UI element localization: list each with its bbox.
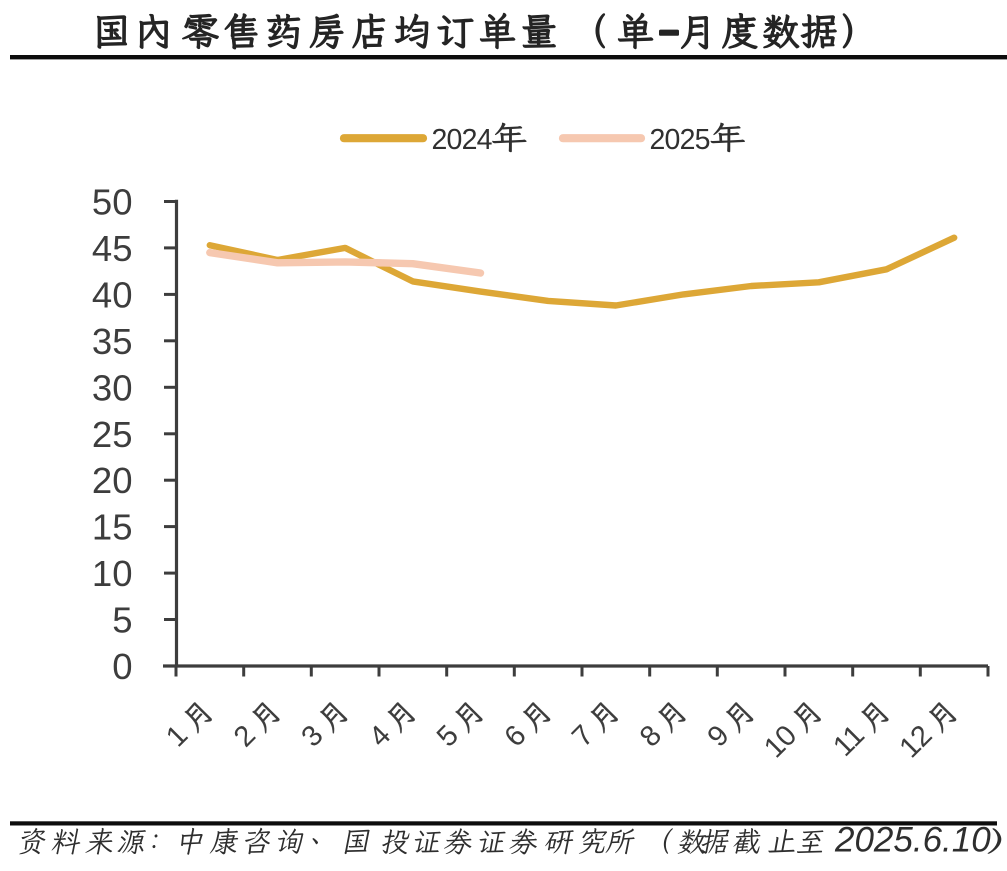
svg-text:45: 45 [92, 228, 133, 269]
svg-text:15: 15 [92, 507, 133, 548]
svg-text:3: 3 [296, 720, 330, 754]
svg-text:20: 20 [92, 460, 133, 501]
svg-text:11: 11 [827, 720, 870, 763]
svg-text:6: 6 [499, 720, 533, 754]
svg-text:9: 9 [702, 720, 736, 754]
svg-text:2: 2 [228, 720, 262, 754]
svg-text:1: 1 [160, 720, 194, 754]
svg-text:0: 0 [112, 646, 132, 687]
svg-text:5: 5 [112, 600, 132, 641]
svg-text:30: 30 [92, 367, 133, 408]
svg-text:10: 10 [92, 553, 133, 594]
svg-text:2025: 2025 [650, 124, 710, 156]
svg-text:4: 4 [363, 719, 397, 753]
svg-text:12: 12 [894, 720, 939, 765]
svg-text:5: 5 [431, 720, 465, 754]
svg-text:50: 50 [92, 182, 133, 223]
svg-text:25: 25 [92, 414, 133, 455]
svg-text:35: 35 [92, 321, 133, 362]
svg-text:2025.6.10: 2025.6.10 [834, 821, 991, 860]
svg-text:8: 8 [634, 720, 668, 754]
svg-text:2024: 2024 [432, 124, 493, 156]
svg-text:10: 10 [758, 720, 803, 765]
svg-text:40: 40 [92, 274, 133, 315]
svg-text:7: 7 [566, 720, 600, 754]
